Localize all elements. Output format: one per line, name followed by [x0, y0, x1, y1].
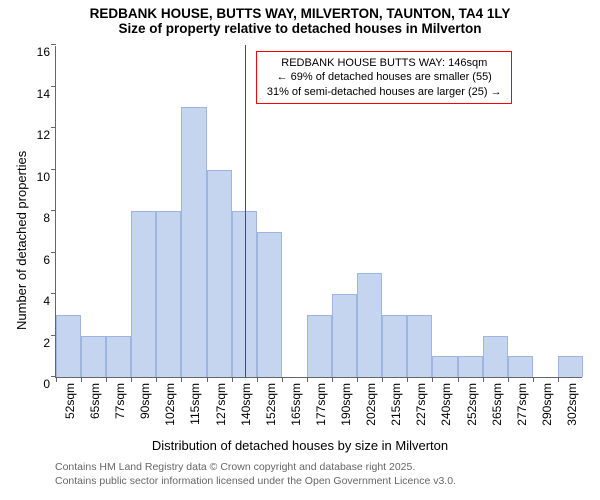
x-tick-mark: [232, 377, 233, 382]
x-tick-mark: [533, 377, 534, 382]
histogram-bar: [131, 211, 156, 377]
chart-title-line1: REDBANK HOUSE, BUTTS WAY, MILVERTON, TAU…: [0, 6, 600, 21]
y-tick-mark: [51, 86, 56, 87]
x-tick-mark: [483, 377, 484, 382]
annotation-line1: REDBANK HOUSE BUTTS WAY: 146sqm: [263, 56, 505, 70]
histogram-bar: [558, 356, 583, 377]
histogram-bar: [357, 273, 382, 377]
x-tick-label: 240sqm: [437, 383, 453, 426]
histogram-bar: [483, 336, 508, 378]
histogram-bar: [156, 211, 181, 377]
x-tick-label: 227sqm: [412, 383, 428, 426]
histogram-bar: [207, 170, 232, 378]
x-tick-mark: [181, 377, 182, 382]
x-tick-mark: [332, 377, 333, 382]
x-tick-label: 177sqm: [312, 383, 328, 426]
x-tick-label: 65sqm: [86, 383, 102, 419]
footer-line1: Contains HM Land Registry data © Crown c…: [55, 460, 456, 474]
y-tick-mark: [51, 210, 56, 211]
annotation-line3: 31% of semi-detached houses are larger (…: [263, 85, 505, 99]
x-tick-label: 77sqm: [111, 383, 127, 419]
annotation-line2: ← 69% of detached houses are smaller (55…: [263, 70, 505, 84]
x-tick-mark: [458, 377, 459, 382]
y-tick-mark: [51, 169, 56, 170]
y-tick-label: 16: [37, 45, 56, 59]
x-tick-label: 52sqm: [61, 383, 77, 419]
x-axis-label: Distribution of detached houses by size …: [0, 438, 600, 453]
x-tick-label: 202sqm: [362, 383, 378, 426]
x-tick-mark: [56, 377, 57, 382]
annotation-box: REDBANK HOUSE BUTTS WAY: 146sqm← 69% of …: [256, 51, 512, 104]
x-tick-mark: [106, 377, 107, 382]
histogram-bar: [56, 315, 81, 377]
y-tick-mark: [51, 44, 56, 45]
x-tick-label: 190sqm: [337, 383, 353, 426]
footer-line2: Contains public sector information licen…: [55, 474, 456, 488]
x-tick-mark: [357, 377, 358, 382]
chart-container: REDBANK HOUSE, BUTTS WAY, MILVERTON, TAU…: [0, 0, 600, 500]
x-tick-label: 152sqm: [262, 383, 278, 426]
histogram-bar: [81, 336, 106, 378]
footer-attribution: Contains HM Land Registry data © Crown c…: [55, 460, 456, 488]
histogram-bar: [432, 356, 457, 377]
y-tick-mark: [51, 293, 56, 294]
x-tick-label: 90sqm: [136, 383, 152, 419]
x-tick-mark: [508, 377, 509, 382]
histogram-bar: [106, 336, 131, 378]
x-tick-label: 252sqm: [463, 383, 479, 426]
y-tick-label: 8: [43, 211, 56, 225]
y-tick-label: 0: [43, 377, 56, 391]
y-tick-label: 14: [37, 87, 56, 101]
x-tick-mark: [207, 377, 208, 382]
x-tick-mark: [257, 377, 258, 382]
y-tick-label: 6: [43, 253, 56, 267]
x-tick-label: 140sqm: [237, 383, 253, 426]
histogram-bar: [458, 356, 483, 377]
x-tick-mark: [156, 377, 157, 382]
histogram-bar: [382, 315, 407, 377]
chart-title-line2: Size of property relative to detached ho…: [0, 21, 600, 36]
plot-area: 024681012141652sqm65sqm77sqm90sqm102sqm1…: [55, 46, 582, 378]
histogram-bar: [407, 315, 432, 377]
histogram-bar: [307, 315, 332, 377]
histogram-bar: [508, 356, 533, 377]
x-tick-label: 115sqm: [186, 383, 202, 425]
x-tick-mark: [558, 377, 559, 382]
x-tick-label: 102sqm: [161, 383, 177, 426]
x-tick-label: 215sqm: [387, 383, 403, 426]
x-tick-label: 290sqm: [538, 383, 554, 426]
y-tick-label: 10: [37, 170, 56, 184]
histogram-bar: [332, 294, 357, 377]
x-tick-mark: [131, 377, 132, 382]
x-tick-mark: [282, 377, 283, 382]
x-tick-mark: [407, 377, 408, 382]
x-tick-label: 165sqm: [287, 383, 303, 426]
x-tick-mark: [81, 377, 82, 382]
y-tick-label: 12: [37, 128, 56, 142]
x-tick-mark: [432, 377, 433, 382]
histogram-bar: [181, 107, 206, 377]
x-tick-mark: [307, 377, 308, 382]
x-tick-mark: [382, 377, 383, 382]
histogram-bar: [257, 232, 282, 377]
chart-titles: REDBANK HOUSE, BUTTS WAY, MILVERTON, TAU…: [0, 0, 600, 36]
y-tick-label: 2: [43, 336, 56, 350]
x-tick-label: 277sqm: [513, 383, 529, 426]
y-tick-mark: [51, 252, 56, 253]
y-tick-label: 4: [43, 294, 56, 308]
y-tick-mark: [51, 127, 56, 128]
y-axis-label: Number of detached properties: [14, 151, 29, 330]
x-tick-label: 127sqm: [212, 383, 228, 426]
x-tick-label: 265sqm: [488, 383, 504, 426]
x-tick-label: 302sqm: [563, 383, 579, 426]
reference-line: [245, 45, 246, 377]
